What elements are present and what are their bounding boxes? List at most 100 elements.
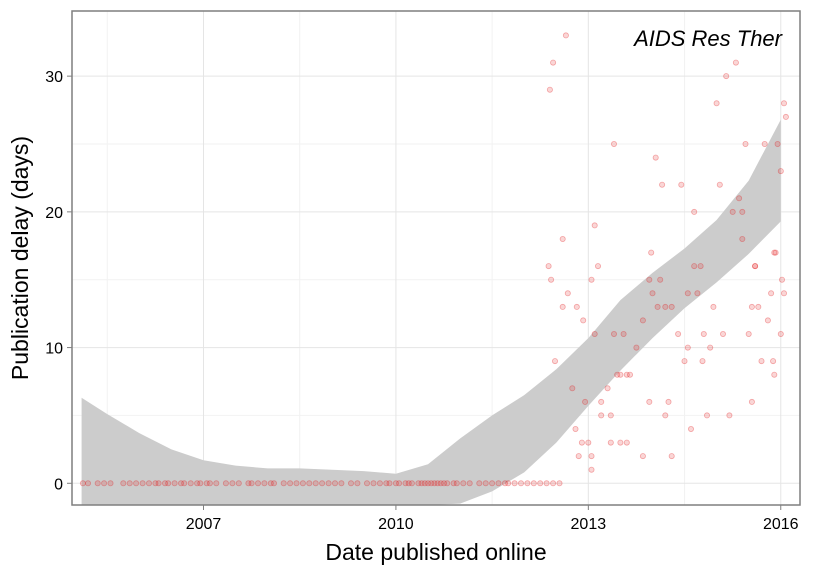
data-point: [748, 303, 755, 310]
data-point: [668, 453, 675, 460]
data-point: [591, 222, 598, 229]
data-point: [720, 330, 727, 337]
data-point: [354, 480, 361, 487]
data-point: [402, 480, 409, 487]
data-point: [267, 480, 274, 487]
data-point: [649, 290, 656, 297]
data-point: [552, 358, 559, 365]
data-point: [312, 480, 319, 487]
data-point: [383, 480, 390, 487]
data-point: [548, 276, 555, 283]
data-point: [620, 330, 627, 337]
data-point: [161, 480, 168, 487]
data-point: [543, 480, 550, 487]
data-point: [716, 181, 723, 188]
data-point: [662, 303, 669, 310]
data-point: [704, 412, 711, 419]
data-point: [280, 480, 287, 487]
data-point: [428, 480, 435, 487]
y-tick-label: 20: [45, 205, 63, 222]
data-point: [120, 480, 127, 487]
data-point: [213, 480, 220, 487]
data-point: [489, 480, 496, 487]
data-point: [145, 480, 152, 487]
data-point: [639, 453, 646, 460]
data-point: [742, 140, 749, 147]
data-point: [684, 344, 691, 351]
data-point: [460, 480, 467, 487]
data-point: [688, 425, 695, 432]
data-point: [595, 263, 602, 270]
data-point: [777, 168, 784, 175]
x-axis: 2007 2010 2013 2016: [186, 505, 799, 533]
data-point: [588, 466, 595, 473]
data-point: [550, 59, 557, 66]
data-point: [761, 140, 768, 147]
data-point: [777, 330, 784, 337]
data-point: [781, 100, 788, 107]
data-point: [723, 73, 730, 80]
data-point: [611, 330, 618, 337]
data-point: [681, 358, 688, 365]
data-point: [418, 480, 425, 487]
data-point: [578, 439, 585, 446]
data-point: [564, 290, 571, 297]
data-point: [781, 290, 788, 297]
plot-border: [71, 10, 801, 506]
data-point: [325, 480, 332, 487]
data-point: [293, 480, 300, 487]
data-point: [607, 439, 614, 446]
data-point: [530, 480, 537, 487]
data-point: [94, 480, 101, 487]
data-point: [699, 358, 706, 365]
data-point: [675, 330, 682, 337]
data-point: [614, 371, 621, 378]
data-point: [155, 480, 162, 487]
data-point: [745, 330, 752, 337]
data-point: [623, 439, 630, 446]
data-point: [771, 371, 778, 378]
data-point: [194, 480, 201, 487]
data-point: [646, 276, 653, 283]
data-point: [396, 480, 403, 487]
data-point: [569, 385, 576, 392]
data-point: [657, 276, 664, 283]
data-point: [562, 32, 569, 39]
data-point: [556, 480, 563, 487]
data-point: [748, 398, 755, 405]
data-point: [254, 480, 261, 487]
data-point: [248, 480, 255, 487]
data-point: [639, 317, 646, 324]
data-point: [648, 249, 655, 256]
x-tick-label: 2007: [186, 516, 222, 533]
data-point: [646, 398, 653, 405]
data-point: [694, 290, 701, 297]
data-point: [299, 480, 306, 487]
data-point: [524, 480, 531, 487]
data-point: [206, 480, 213, 487]
data-point: [476, 480, 483, 487]
data-point: [405, 480, 412, 487]
data-point: [755, 303, 762, 310]
data-point: [598, 398, 605, 405]
data-point: [165, 480, 172, 487]
data-point: [261, 480, 268, 487]
data-point: [739, 208, 746, 215]
data-point: [713, 100, 720, 107]
data-point: [659, 181, 666, 188]
data-point: [588, 276, 595, 283]
data-point: [604, 385, 611, 392]
data-point: [518, 480, 525, 487]
data-point: [617, 439, 624, 446]
data-point: [697, 263, 704, 270]
confidence-band-area: [81, 119, 781, 505]
journal-annotation: AIDS Res Ther: [632, 26, 784, 51]
data-point: [421, 480, 428, 487]
data-point: [347, 480, 354, 487]
data-point: [729, 208, 736, 215]
data-point: [617, 371, 624, 378]
data-point: [546, 86, 553, 93]
data-point: [440, 480, 447, 487]
data-point: [611, 140, 618, 147]
data-point: [752, 263, 759, 270]
